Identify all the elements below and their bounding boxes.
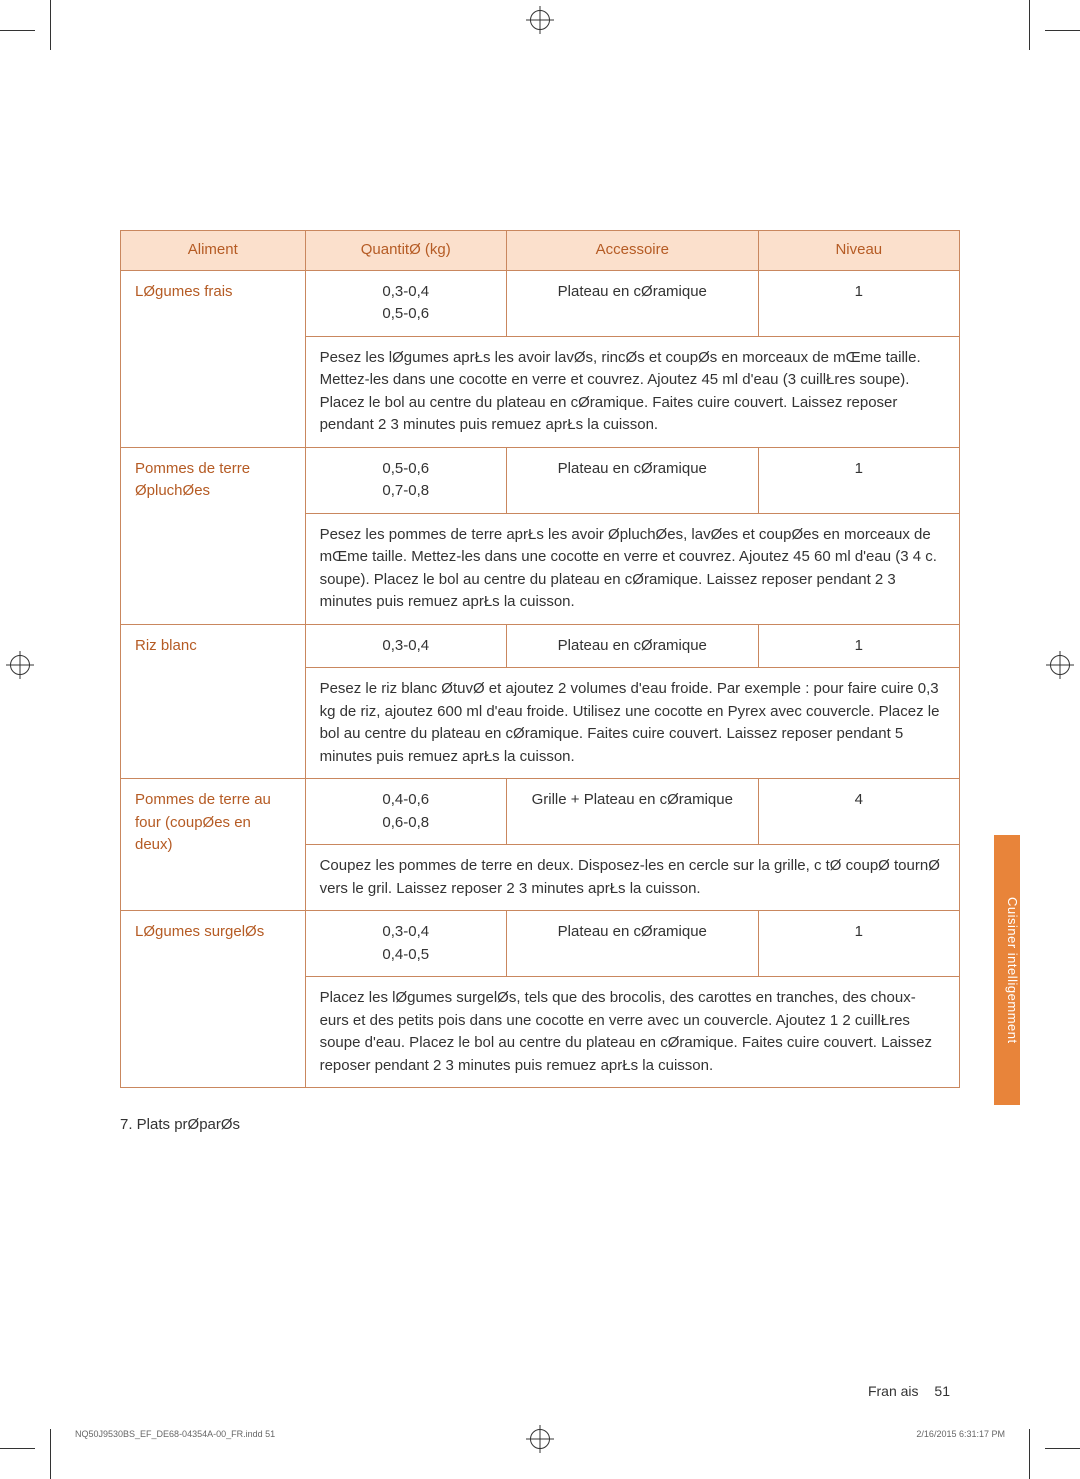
table-row: Riz blanc 0,3-0,4 Plateau en cØramique 1 (121, 624, 960, 668)
table-header-row: Aliment QuantitØ (kg) Accessoire Niveau (121, 231, 960, 271)
registration-mark-icon (1050, 655, 1070, 675)
qty-line: 0,3-0,4 (382, 923, 429, 940)
header-qty: QuantitØ (kg) (305, 231, 506, 271)
accessory-cell: Grille + Plateau en cØramique (506, 779, 758, 845)
page-content: Aliment QuantitØ (kg) Accessoire Niveau … (60, 60, 1020, 1419)
accessory-cell: Plateau en cØramique (506, 270, 758, 336)
crop-mark (1045, 1448, 1080, 1449)
qty-line: 0,3-0,4 (382, 637, 429, 654)
table-row: LØgumes frais 0,3-0,4 0,5-0,6 Plateau en… (121, 270, 960, 336)
instructions-cell: Pesez les lØgumes aprŁs les avoir lavØs,… (305, 336, 959, 447)
print-file: NQ50J9530BS_EF_DE68-04354A-00_FR.indd 51 (75, 1429, 275, 1439)
footer-page-number: 51 (934, 1383, 950, 1399)
qty-line: 0,6-0,8 (382, 814, 429, 831)
header-food: Aliment (121, 231, 306, 271)
qty-cell: 0,5-0,6 0,7-0,8 (305, 447, 506, 513)
crop-mark (1029, 0, 1030, 50)
cooking-table: Aliment QuantitØ (kg) Accessoire Niveau … (120, 230, 960, 1088)
instructions-cell: Coupez les pommes de terre en deux. Disp… (305, 845, 959, 911)
qty-line: 0,5-0,6 (382, 460, 429, 477)
print-footer: NQ50J9530BS_EF_DE68-04354A-00_FR.indd 51… (75, 1429, 1005, 1439)
food-cell: Riz blanc (121, 624, 306, 779)
header-accessory: Accessoire (506, 231, 758, 271)
level-cell: 4 (758, 779, 959, 845)
side-tab: Cuisiner intelligemment (994, 835, 1020, 1105)
instructions-cell: Pesez les pommes de terre aprŁs les avoi… (305, 513, 959, 624)
footer-language: Fran ais (868, 1383, 919, 1399)
table-row: Pommes de terre au four (coupØes en deux… (121, 779, 960, 845)
qty-line: 0,3-0,4 (382, 283, 429, 300)
registration-mark-icon (10, 655, 30, 675)
registration-mark-icon (530, 10, 550, 30)
table-row: Pommes de terre ØpluchØes 0,5-0,6 0,7-0,… (121, 447, 960, 513)
print-timestamp: 2/16/2015 6:31:17 PM (916, 1429, 1005, 1439)
section-heading: 7. Plats prØparØs (120, 1116, 960, 1133)
accessory-cell: Plateau en cØramique (506, 911, 758, 977)
level-cell: 1 (758, 270, 959, 336)
food-cell: LØgumes frais (121, 270, 306, 447)
qty-line: 0,4-0,6 (382, 791, 429, 808)
qty-cell: 0,4-0,6 0,6-0,8 (305, 779, 506, 845)
food-cell: LØgumes surgelØs (121, 911, 306, 1088)
accessory-cell: Plateau en cØramique (506, 447, 758, 513)
page-footer: Fran ais 51 (868, 1383, 950, 1399)
level-cell: 1 (758, 624, 959, 668)
header-level: Niveau (758, 231, 959, 271)
level-cell: 1 (758, 911, 959, 977)
instructions-cell: Pesez le riz blanc ØtuvØ et ajoutez 2 vo… (305, 668, 959, 779)
crop-mark (1029, 1429, 1030, 1479)
table-row: LØgumes surgelØs 0,3-0,4 0,4-0,5 Plateau… (121, 911, 960, 977)
food-cell: Pommes de terre ØpluchØes (121, 447, 306, 624)
qty-line: 0,7-0,8 (382, 482, 429, 499)
crop-mark (50, 1429, 51, 1479)
qty-cell: 0,3-0,4 0,4-0,5 (305, 911, 506, 977)
qty-cell: 0,3-0,4 (305, 624, 506, 668)
qty-line: 0,4-0,5 (382, 946, 429, 963)
food-cell: Pommes de terre au four (coupØes en deux… (121, 779, 306, 911)
qty-cell: 0,3-0,4 0,5-0,6 (305, 270, 506, 336)
instructions-cell: Placez les lØgumes surgelØs, tels que de… (305, 977, 959, 1088)
crop-mark (0, 30, 35, 31)
level-cell: 1 (758, 447, 959, 513)
crop-mark (50, 0, 51, 50)
qty-line: 0,5-0,6 (382, 305, 429, 322)
accessory-cell: Plateau en cØramique (506, 624, 758, 668)
crop-mark (0, 1448, 35, 1449)
crop-mark (1045, 30, 1080, 31)
